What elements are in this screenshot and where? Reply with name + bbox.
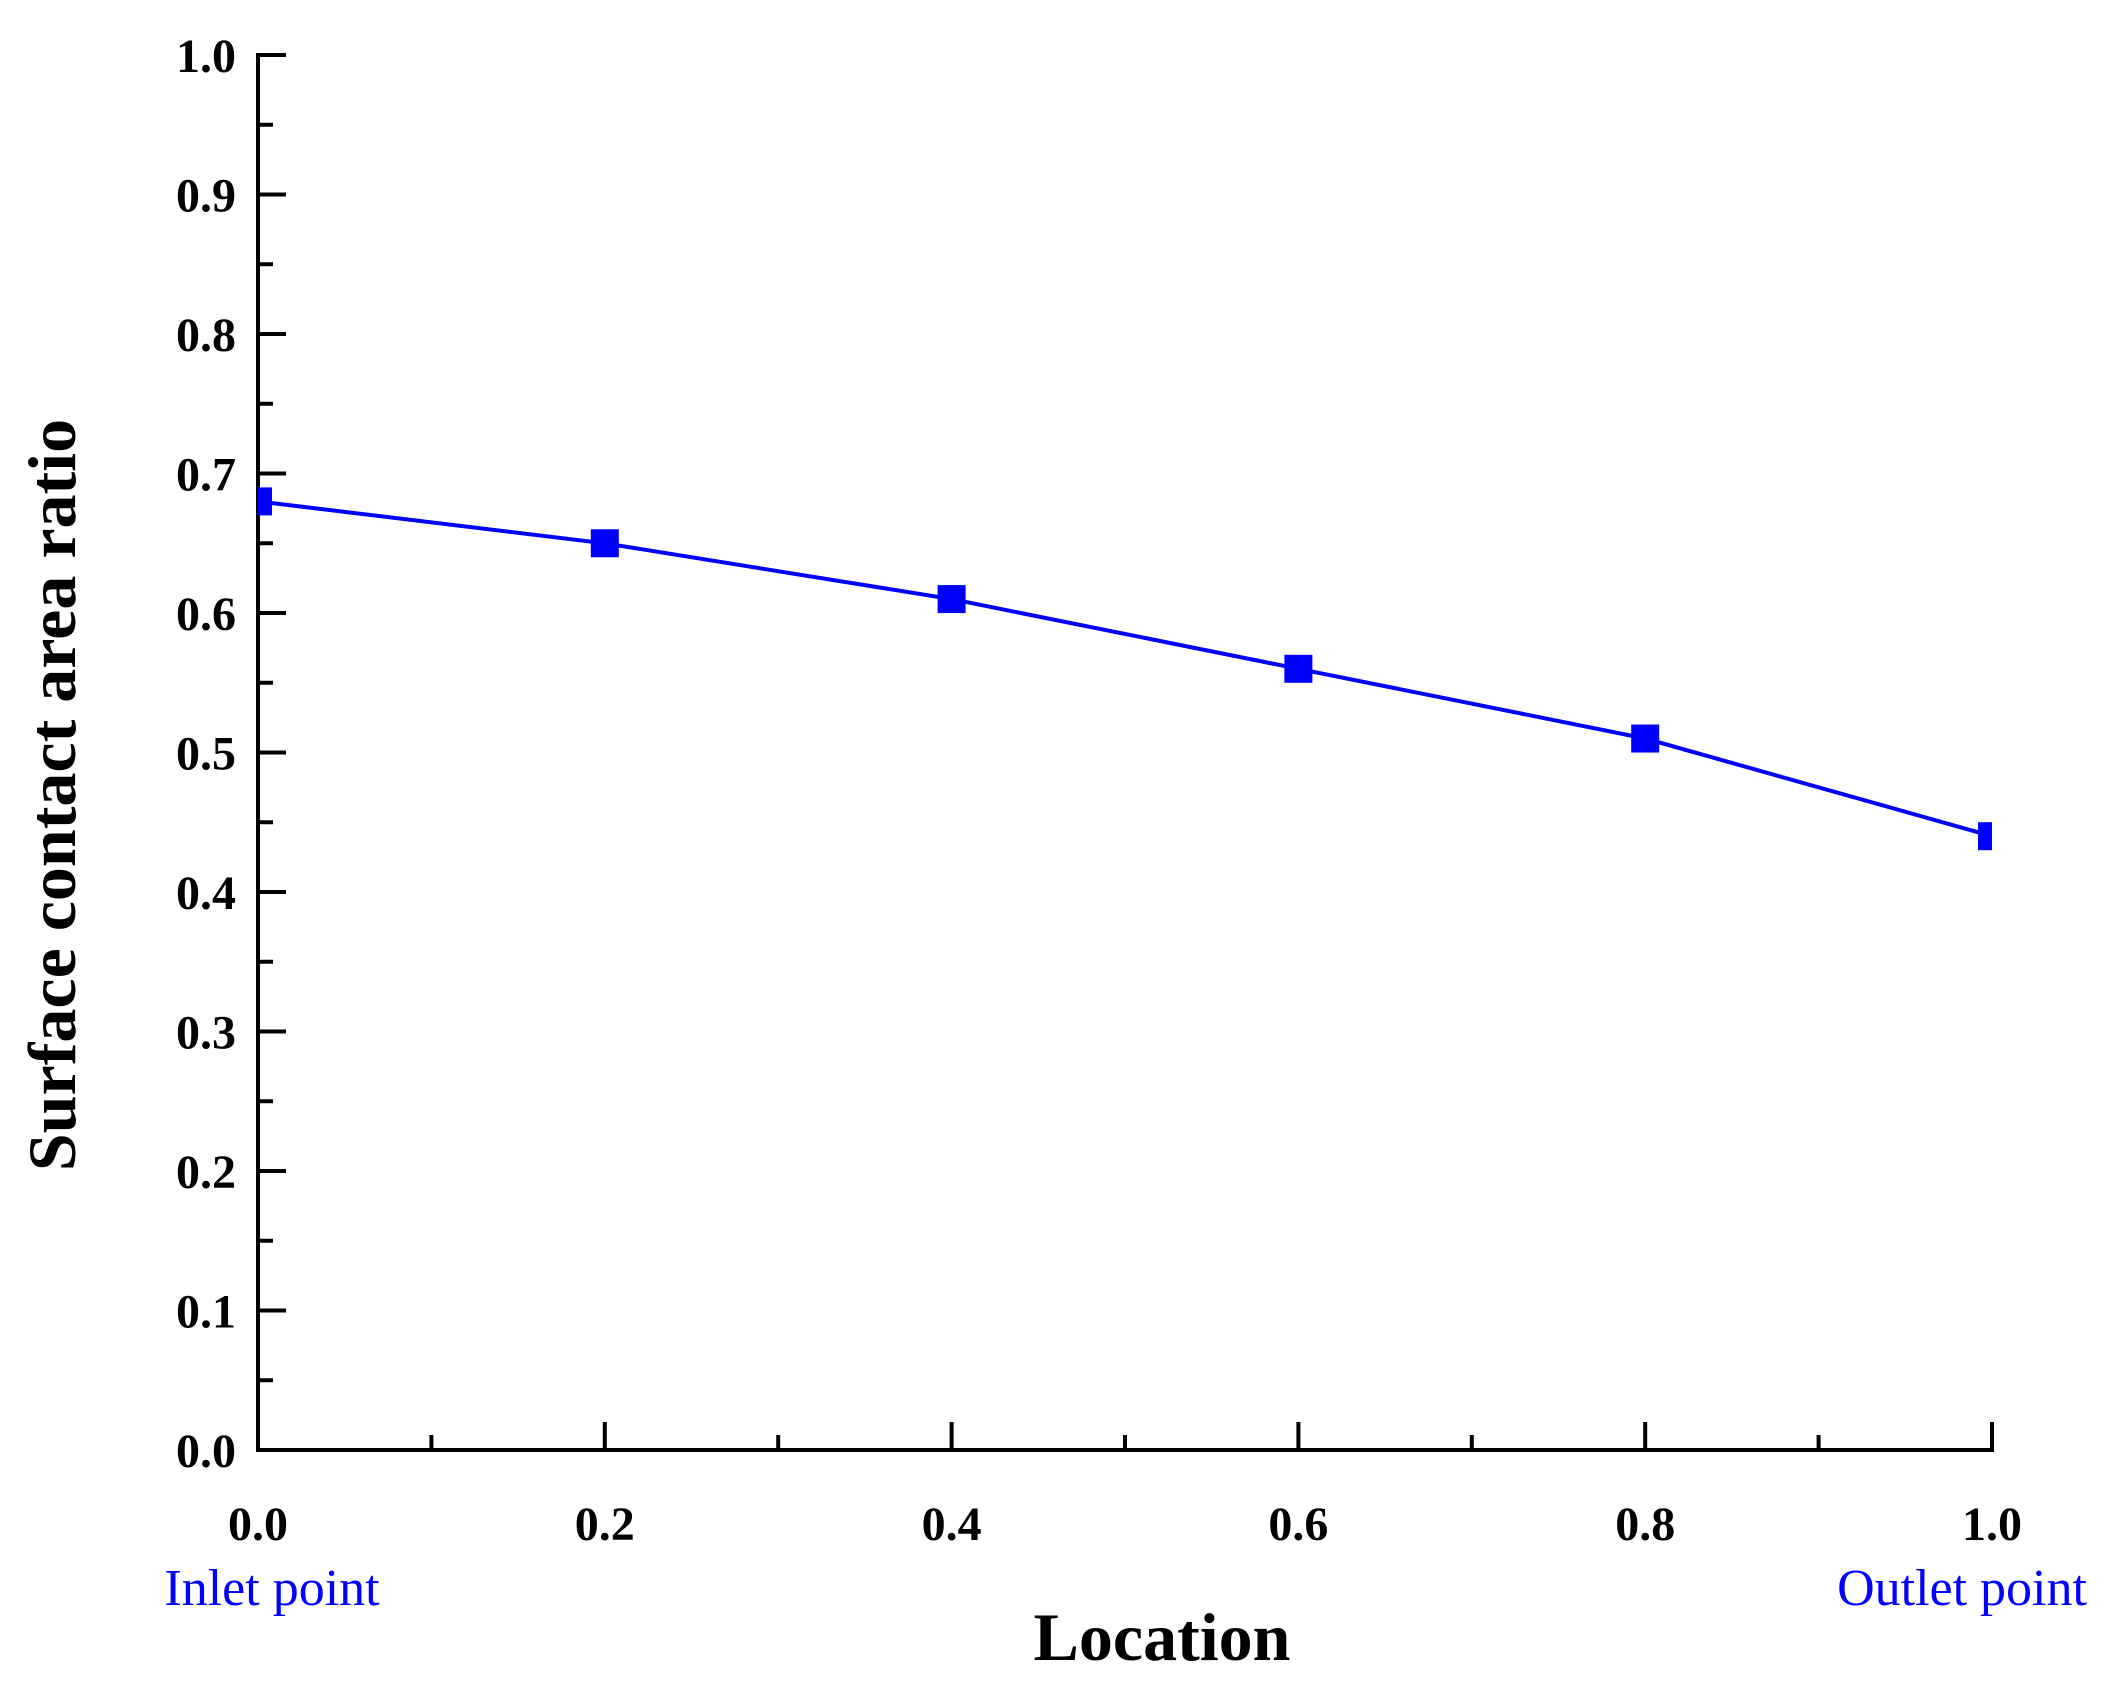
x-axis-title: Location: [1034, 1599, 1291, 1675]
y-tick-label: 0.7: [176, 449, 236, 502]
y-tick-label: 0.6: [176, 588, 236, 641]
data-point-marker: [1631, 724, 1660, 753]
x-tick-label: 0.4: [922, 1498, 982, 1551]
x-tick-label: 1.0: [1962, 1498, 2022, 1551]
x-tick-label: 0.2: [575, 1498, 635, 1551]
data-point-marker: [1284, 654, 1313, 683]
data-point-marker: [258, 487, 272, 516]
x-tick-label: 0.0: [228, 1498, 288, 1551]
axes: [256, 53, 1994, 1452]
data-point-marker: [590, 529, 619, 558]
y-tick-label: 0.0: [176, 1425, 236, 1478]
y-tick-label: 1.0: [176, 30, 236, 83]
x-tick-label: 0.8: [1615, 1498, 1675, 1551]
y-tick-label: 0.8: [176, 309, 236, 362]
y-tick-label: 0.2: [176, 1146, 236, 1199]
y-tick-label: 0.3: [176, 1007, 236, 1060]
series-layer: [258, 487, 1992, 851]
y-tick-label: 0.1: [176, 1286, 236, 1339]
data-point-marker: [1978, 822, 1992, 851]
x-tick-label: 0.6: [1268, 1498, 1328, 1551]
series-line: [258, 499, 1992, 839]
y-tick-label: 0.9: [176, 170, 236, 223]
data-point-marker: [937, 585, 966, 614]
y-tick-label: 0.5: [176, 728, 236, 781]
outlet-annotation: Outlet point: [1837, 1560, 2087, 1617]
y-axis-title: Surface contact area ratio: [14, 419, 90, 1171]
ticks: 0.0 0.1 0.2 0.3 0.4 0.5 0.6 0.7 0.8 0.9 1.0 0.0 0.2 0…: [176, 30, 2022, 1551]
inlet-annotation: Inlet point: [164, 1560, 380, 1617]
y-tick-label: 0.4: [176, 867, 236, 920]
